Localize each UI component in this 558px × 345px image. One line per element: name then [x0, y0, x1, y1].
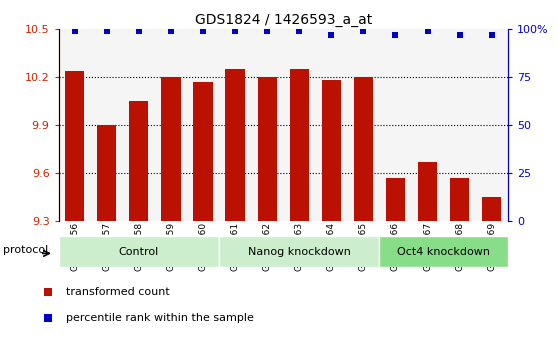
- Bar: [59, 236, 219, 267]
- Point: [199, 29, 208, 34]
- Bar: [129, 101, 148, 221]
- Point: [230, 29, 239, 34]
- Point: [134, 29, 143, 34]
- Bar: [450, 178, 469, 221]
- Bar: [379, 236, 508, 267]
- Point: [166, 29, 175, 34]
- Bar: [482, 197, 501, 221]
- Bar: [354, 77, 373, 221]
- Bar: [257, 77, 277, 221]
- Point: [70, 29, 79, 34]
- Bar: [418, 162, 437, 221]
- Bar: [290, 69, 309, 221]
- Text: Oct4 knockdown: Oct4 knockdown: [397, 247, 490, 257]
- Text: transformed count: transformed count: [66, 287, 169, 297]
- Bar: [194, 82, 213, 221]
- Title: GDS1824 / 1426593_a_at: GDS1824 / 1426593_a_at: [195, 13, 372, 27]
- Point: [327, 32, 336, 38]
- Text: percentile rank within the sample: percentile rank within the sample: [66, 313, 253, 323]
- Point: [263, 29, 272, 34]
- Bar: [161, 77, 181, 221]
- Point: [102, 29, 111, 34]
- Point: [359, 29, 368, 34]
- Bar: [386, 178, 405, 221]
- Bar: [219, 236, 379, 267]
- Bar: [65, 71, 84, 221]
- Text: Control: Control: [119, 247, 159, 257]
- Point: [455, 32, 464, 38]
- Point: [295, 29, 304, 34]
- Point: [423, 29, 432, 34]
- Point: [391, 32, 400, 38]
- Text: protocol: protocol: [3, 245, 48, 255]
- Bar: [225, 69, 244, 221]
- Bar: [321, 80, 341, 221]
- Bar: [97, 125, 116, 221]
- Point: [487, 32, 496, 38]
- Text: Nanog knockdown: Nanog knockdown: [248, 247, 350, 257]
